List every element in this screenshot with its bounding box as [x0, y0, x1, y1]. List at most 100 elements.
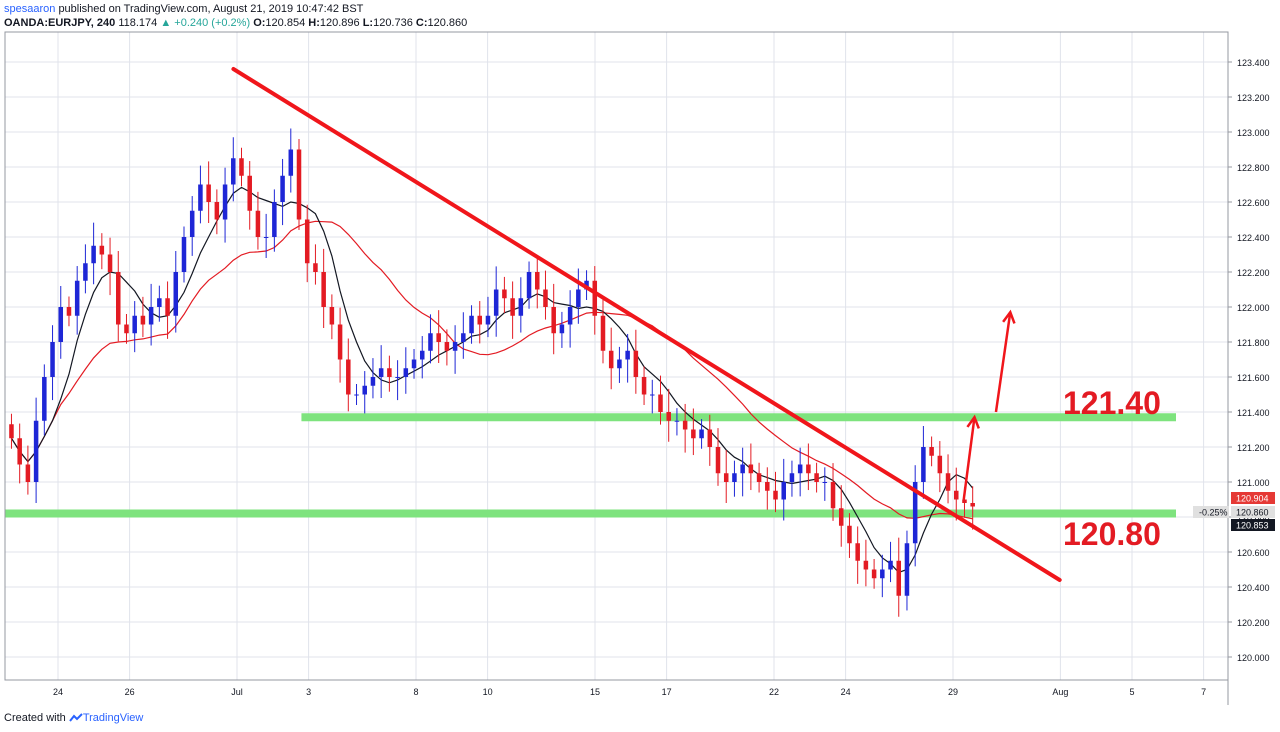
- x-tick-label: 24: [53, 687, 63, 697]
- candle-body: [576, 289, 581, 307]
- candle-body: [17, 438, 22, 465]
- candle-body: [551, 307, 556, 334]
- candle-body: [116, 272, 121, 325]
- candle-body: [428, 333, 433, 351]
- candle-body: [633, 350, 639, 377]
- candle-body: [25, 464, 31, 482]
- candle-body: [403, 368, 409, 377]
- candle-body: [337, 324, 343, 360]
- annotations: 121.40 120.80: [1063, 385, 1161, 552]
- candle-body: [707, 429, 713, 447]
- candle-body: [313, 263, 318, 272]
- candle-body: [148, 307, 154, 325]
- candle-body: [658, 394, 663, 412]
- candle-body: [378, 368, 384, 377]
- time-axis[interactable]: 24 26 Jul 3 8 10 15 17 22 24 29 Aug 5 7: [53, 687, 1206, 697]
- candle-body: [608, 350, 614, 369]
- candle-body: [921, 447, 926, 482]
- fast-moving-average: [10, 186, 974, 574]
- annotation-120-80: 120.80: [1063, 516, 1161, 552]
- trendline: [231, 67, 1062, 582]
- x-tick-label: 8: [413, 687, 418, 697]
- candle-body: [461, 333, 466, 342]
- candle-body: [99, 245, 105, 255]
- y-tick-label: 122.600: [1237, 198, 1270, 208]
- projection-arrow: [962, 417, 976, 500]
- support-lines: [5, 413, 1176, 518]
- candle-body: [830, 482, 836, 509]
- open-value: 120.854: [265, 17, 306, 29]
- candle-body: [888, 560, 893, 570]
- author-link[interactable]: spesaaron: [4, 3, 56, 15]
- candle-body: [288, 149, 294, 176]
- x-tick-label: Aug: [1052, 687, 1068, 697]
- candle-body: [231, 158, 236, 185]
- downtrend-line: [231, 67, 1062, 582]
- price-tag-label: 120.904: [1236, 494, 1269, 504]
- candle-body: [42, 377, 47, 421]
- y-tick-label: 121.400: [1237, 408, 1270, 418]
- candle-body: [165, 298, 170, 316]
- candle-body: [773, 490, 778, 500]
- support-line: [5, 509, 1176, 518]
- x-tick-label: 26: [125, 687, 135, 697]
- candle-body: [806, 464, 811, 474]
- candle-body: [206, 184, 211, 202]
- candle-body: [526, 272, 532, 299]
- price-tag: [1231, 506, 1275, 518]
- candle-body: [436, 333, 441, 342]
- percent-tag: [1193, 506, 1229, 518]
- y-tick-label: 121.600: [1237, 373, 1270, 383]
- candle-body: [723, 473, 729, 482]
- candle-body: [362, 385, 367, 395]
- tradingview-logo-icon: [69, 711, 83, 722]
- open-label: O:: [253, 17, 266, 29]
- candle-body: [814, 473, 819, 482]
- candle-body: [748, 464, 754, 474]
- candle-body: [789, 473, 795, 482]
- projection-arrows: [962, 309, 1016, 500]
- arrow-head: [1002, 309, 1016, 324]
- candle-body: [912, 482, 918, 544]
- x-tick-label: 10: [483, 687, 493, 697]
- candle-body: [444, 342, 450, 351]
- high-value: 120.896: [319, 17, 360, 29]
- candle-body: [247, 175, 252, 211]
- y-tick-label: 121.200: [1237, 443, 1270, 453]
- percent-tag-label: -0.25%: [1199, 508, 1228, 518]
- published-text: published on TradingView.com, August 21,…: [58, 3, 364, 15]
- candle-body: [485, 315, 491, 325]
- candle-body: [83, 263, 88, 281]
- price-tag-label: 120.853: [1236, 521, 1269, 531]
- price-tags: 120.904 120.860 120.853 -0.25%: [1193, 492, 1275, 531]
- moving-averages: [10, 186, 974, 574]
- candle-body: [953, 490, 959, 500]
- candle-body: [880, 569, 885, 579]
- close-value: 120.860: [427, 17, 468, 29]
- y-tick-label: 123.200: [1237, 93, 1270, 103]
- candle-body: [370, 377, 376, 386]
- y-tick-label: 122.000: [1237, 303, 1270, 313]
- candle-body: [395, 377, 400, 378]
- candle-body: [650, 394, 655, 396]
- price-axis[interactable]: 120.000120.200120.400120.600120.800121.0…: [1228, 58, 1270, 663]
- candle-body: [452, 342, 458, 351]
- candle-body: [354, 394, 359, 396]
- candle-body: [198, 184, 203, 211]
- y-tick-label: 120.600: [1237, 548, 1270, 558]
- y-tick-label: 122.800: [1237, 163, 1270, 173]
- candle-body: [797, 464, 803, 474]
- candle-body: [592, 280, 598, 316]
- symbol-label: OANDA:EURJPY, 240: [4, 17, 116, 29]
- candle-body: [904, 543, 910, 596]
- x-tick-label: 7: [1201, 687, 1206, 697]
- candle-body: [970, 503, 975, 507]
- last-price: 118.174: [118, 17, 158, 29]
- price-tag: [1231, 492, 1275, 504]
- candle-body: [838, 508, 844, 526]
- y-tick-label: 122.200: [1237, 268, 1270, 278]
- candle-body: [945, 473, 951, 491]
- candle-body: [691, 429, 696, 439]
- tradingview-link[interactable]: TradingView: [82, 712, 144, 724]
